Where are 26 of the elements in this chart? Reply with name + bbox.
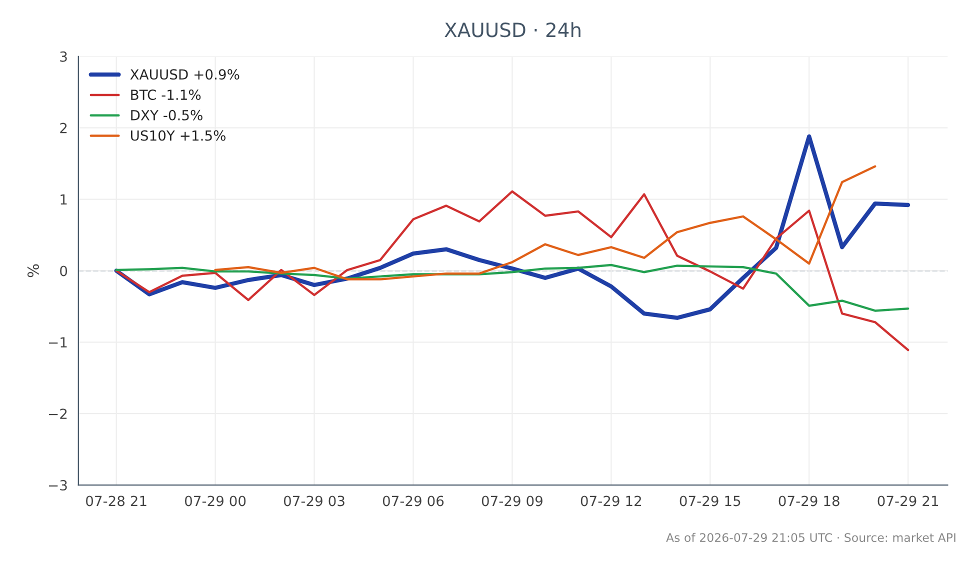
x-tick-label: 07-29 09 — [482, 496, 542, 506]
y-tick-label: 1 — [60, 194, 67, 205]
legend-label: US10Y +1.5% — [130, 130, 226, 141]
line-series — [115, 190, 910, 352]
y-tick-label: 2 — [60, 122, 67, 134]
x-tick-label: 07-29 06 — [382, 496, 444, 506]
y-axis-title: % — [27, 264, 39, 278]
y-tick-label: −3 — [48, 480, 67, 491]
line-series — [214, 165, 876, 280]
x-tick-label: 07-29 18 — [778, 496, 840, 506]
text: As of 2026-07-29 21:05 UTC · Source: market API — [666, 532, 956, 542]
legend-label: BTC -1.1% — [131, 90, 201, 100]
legend-label: DXY -0.5% — [131, 110, 202, 120]
y-tick-label: −1 — [48, 337, 67, 348]
y-tick-label: 0 — [60, 266, 68, 276]
y-tick-label: 3 — [60, 51, 67, 62]
x-tick-label: 07-29 00 — [184, 496, 246, 506]
line-series — [115, 264, 910, 312]
legend-label: XAUUSD +0.9% — [130, 69, 240, 80]
x-tick-label: 07-29 12 — [580, 496, 642, 506]
chart-title: XAUUSD · 24h — [444, 22, 580, 38]
x-tick-label: 07-29 15 — [680, 496, 740, 506]
x-tick-label: 07-28 21 — [86, 496, 146, 506]
y-tick-label: −2 — [48, 408, 67, 419]
x-tick-label: 07-29 03 — [284, 496, 344, 506]
x-tick-label: 07-29 21 — [878, 496, 938, 506]
